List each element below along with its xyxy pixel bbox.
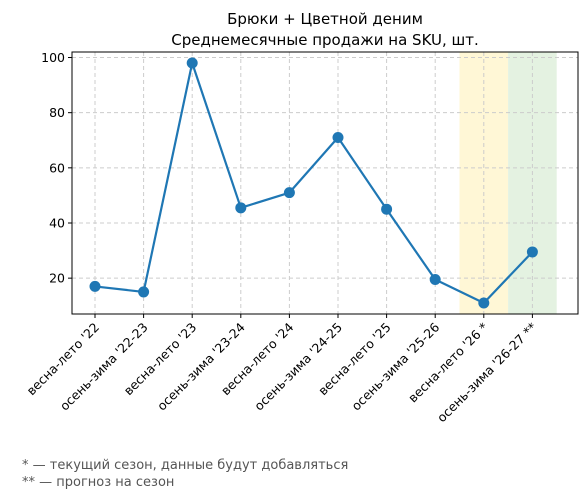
data-point-7 (429, 274, 441, 286)
data-point-6 (381, 203, 393, 215)
x-tick-label-7: осень-зима '25-26 (348, 319, 442, 413)
footnote-current-season: * — текущий сезон, данные будут добавлят… (22, 458, 348, 473)
data-point-3 (235, 202, 247, 214)
chart-subtitle: Среднемесячные продажи на SKU, шт. (171, 31, 479, 49)
highlight-band-1 (508, 52, 557, 314)
plot-frame (71, 51, 579, 315)
y-tick-label-4: 100 (41, 50, 65, 65)
y-tick-label-1: 40 (49, 215, 65, 230)
x-tick-label-1: осень-зима '22-23 (57, 320, 151, 414)
highlight-band-0 (459, 52, 509, 314)
y-tick-label-0: 20 (49, 271, 65, 286)
y-tick-label-3: 80 (49, 105, 65, 120)
grid (72, 52, 578, 314)
series-line (94, 61, 534, 305)
data-point-9 (526, 246, 538, 258)
y-tick-label-2: 60 (49, 160, 65, 175)
x-tick-label-5: осень-зима '24-25 (251, 320, 345, 414)
data-point-8 (478, 297, 490, 309)
x-tick-label-9: осень-зима '26-27 ** (434, 320, 540, 426)
y-axis: 20 40 60 80 100 (41, 50, 72, 286)
x-tick-label-3: осень-зима '23-24 (154, 319, 248, 413)
data-point-4 (283, 187, 295, 199)
data-point-1 (138, 286, 150, 298)
data-point-0 (89, 280, 101, 292)
chart-title: Брюки + Цветной деним (227, 10, 423, 28)
data-point-5 (332, 131, 344, 143)
season-highlights (459, 52, 557, 314)
footnote-forecast: ** — прогноз на сезон (22, 475, 174, 490)
series (89, 57, 538, 309)
data-point-2 (186, 57, 198, 69)
